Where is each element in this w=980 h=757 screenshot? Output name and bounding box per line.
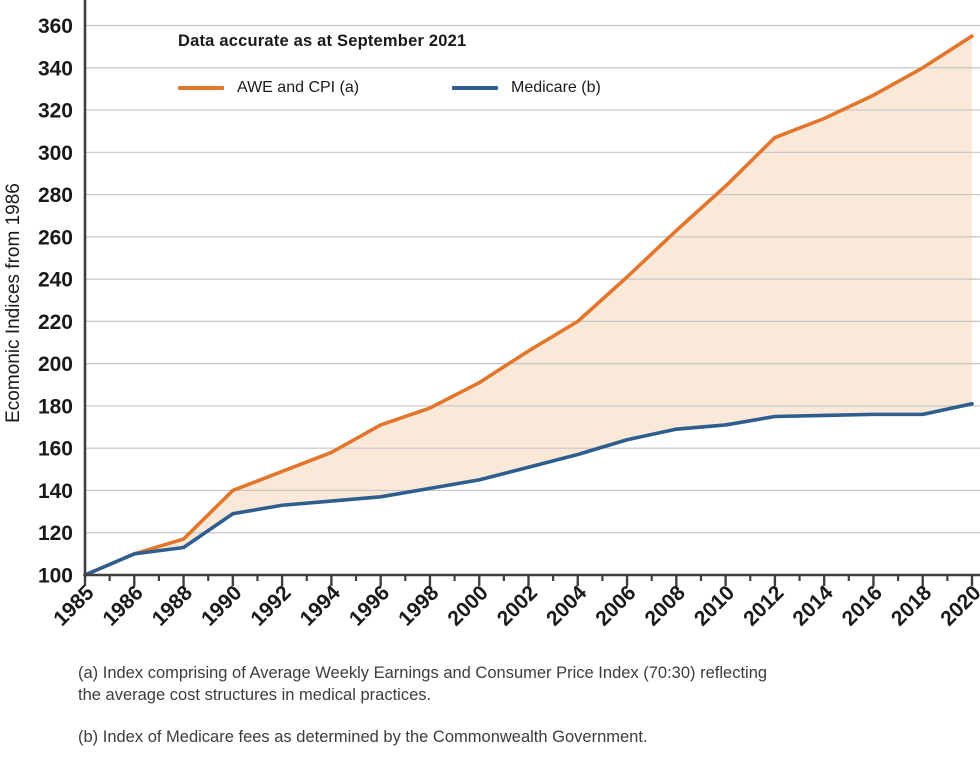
x-tick-label-2020: 2020: [936, 581, 980, 630]
chart-annotation: Data accurate as at September 2021: [178, 32, 467, 50]
y-tick-label-340: 340: [38, 57, 73, 80]
x-tick-label-1998: 1998: [394, 581, 444, 631]
footnote-a: (a) Index comprising of Average Weekly E…: [78, 664, 768, 705]
x-tick-label-1985: 1985: [49, 581, 99, 631]
line-chart: 100 120 140 160 180 200 220 240 260 280 300 320 340 3…: [38, 0, 980, 631]
x-tick-label-2008: 2008: [641, 581, 691, 631]
medicare-line-swatch: [452, 86, 498, 90]
y-tick-label-260: 260: [38, 226, 73, 249]
x-tick-label-2000: 2000: [443, 581, 492, 630]
y-tick-label-140: 140: [38, 480, 73, 503]
x-tick-label-2016: 2016: [838, 581, 887, 630]
legend-item-awe-cpi: AWE and CPI (a): [178, 78, 359, 98]
y-tick-label-240: 240: [38, 269, 73, 292]
y-tick-label-160: 160: [38, 438, 73, 461]
awe-cpi-line-swatch: [178, 86, 224, 90]
chart-footnotes: (a) Index comprising of Average Weekly E…: [78, 662, 778, 757]
series-line-medicare: [83, 402, 974, 577]
y-tick-label-100: 100: [38, 565, 73, 588]
y-tick-label-220: 220: [38, 311, 73, 334]
y-tick-label-320: 320: [38, 100, 73, 123]
x-tick-label-2012: 2012: [739, 581, 788, 630]
x-tick-label-2018: 2018: [887, 581, 937, 631]
footnote-b: (b) Index of Medicare fees as determined…: [78, 727, 648, 746]
y-tick-label-360: 360: [38, 15, 73, 38]
x-tick-label-1988: 1988: [148, 581, 198, 631]
y-tick-label-120: 120: [38, 522, 73, 545]
x-tick-label-1990: 1990: [197, 581, 246, 630]
y-tick-label-300: 300: [38, 142, 73, 165]
x-tick-label-2006: 2006: [591, 581, 640, 630]
legend-label-medicare: Medicare (b): [511, 79, 601, 96]
x-tick-label-1986: 1986: [99, 581, 148, 630]
y-axis-title: Ecomonic Indices from 1986: [3, 183, 24, 423]
x-tick-label-1996: 1996: [345, 581, 394, 630]
x-tick-label-2010: 2010: [690, 581, 739, 630]
x-tick-label-2002: 2002: [493, 581, 542, 630]
y-tick-label-200: 200: [38, 353, 73, 376]
y-tick-label-180: 180: [38, 395, 73, 418]
y-tick-label-280: 280: [38, 184, 73, 207]
gap-area-fill: [85, 36, 972, 575]
x-tick-label-1994: 1994: [296, 581, 346, 631]
series-line-awe-cpi: [83, 34, 974, 577]
legend-label-awe-cpi: AWE and CPI (a): [237, 79, 360, 96]
x-tick-label-1992: 1992: [246, 581, 295, 630]
x-tick-label-2014: 2014: [788, 581, 838, 631]
x-tick-label-2004: 2004: [542, 581, 592, 631]
legend-item-medicare: Medicare (b): [452, 78, 601, 98]
